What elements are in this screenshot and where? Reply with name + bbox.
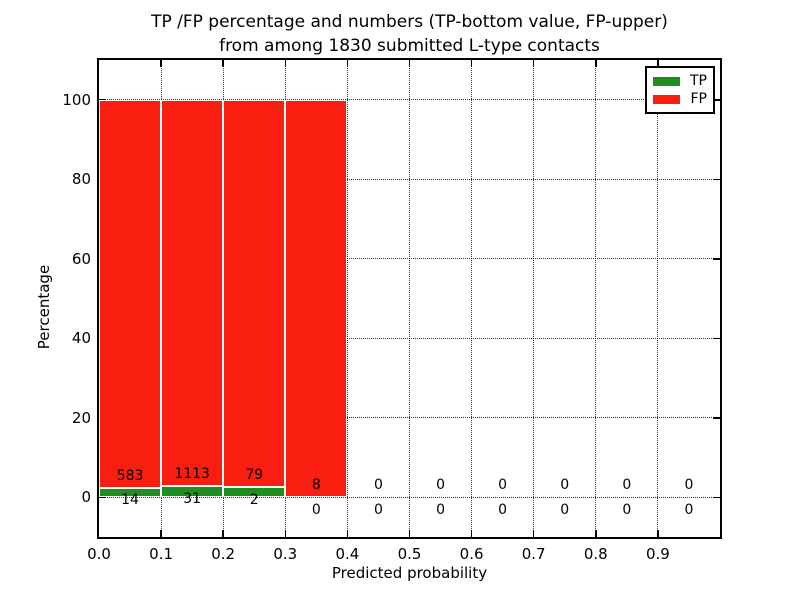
tp-count-label: 0 xyxy=(311,501,321,518)
tp-count-label: 0 xyxy=(373,501,383,518)
legend-label-tp: TP xyxy=(690,73,707,89)
x-tick-mark-top xyxy=(470,60,473,67)
tp-count-label: 14 xyxy=(121,492,139,509)
gridline-horizontal xyxy=(99,496,720,499)
y-tick-label: 0 xyxy=(81,488,91,507)
tp-bar xyxy=(223,487,286,498)
gridline-horizontal xyxy=(99,99,720,101)
x-tick-mark-bottom xyxy=(532,530,535,537)
fp-count-label: 8 xyxy=(311,476,321,493)
tp-bar xyxy=(161,486,224,498)
y-tick-label: 100 xyxy=(62,90,91,109)
x-tick-label: 0.8 xyxy=(583,545,608,563)
x-tick-label: 0.3 xyxy=(273,545,298,563)
x-tick-label: 0.9 xyxy=(645,545,670,563)
gridline-vertical xyxy=(346,60,349,537)
tp-count-label: 0 xyxy=(622,501,632,518)
x-tick-mark-top xyxy=(532,60,535,67)
x-tick-mark-bottom xyxy=(408,530,411,537)
tp-count-label: 0 xyxy=(560,501,570,518)
x-tick-mark-bottom xyxy=(160,530,162,537)
x-axis-label: Predicted probability xyxy=(331,564,488,582)
gridline-vertical xyxy=(657,60,659,537)
x-tick-mark-bottom xyxy=(657,530,659,537)
y-tick-mark-right xyxy=(713,417,720,419)
x-tick-label: 0.5 xyxy=(397,545,422,563)
legend-label-fp: FP xyxy=(690,91,708,107)
x-tick-mark-top xyxy=(657,60,659,67)
gridline-horizontal xyxy=(99,258,720,260)
x-tick-label: 0.6 xyxy=(459,545,484,563)
tp-swatch-icon xyxy=(653,76,680,86)
fp-bar xyxy=(99,99,162,488)
x-tick-mark-top xyxy=(595,60,597,67)
fp-count-label: 0 xyxy=(373,476,383,493)
x-tick-mark-top xyxy=(346,60,349,67)
x-tick-label: 0.0 xyxy=(87,545,111,563)
y-tick-label: 60 xyxy=(71,249,91,268)
tp-count-label: 0 xyxy=(436,501,445,518)
plot-area: 583 14 1113 31 79 2 8 0 0 0 0 0 0 0 0 0 0 0 0 0 0.0 0.1 0.2 0.3… xyxy=(62,58,722,563)
y-tick-mark-right xyxy=(713,178,720,180)
x-tick-label: 0.2 xyxy=(211,545,236,563)
y-tick-label: 20 xyxy=(71,408,91,427)
x-tick-mark-top xyxy=(408,60,411,67)
x-tick-mark-top xyxy=(222,60,224,67)
gridline-vertical xyxy=(533,60,535,537)
chart-title-line2: from among 1830 submitted L-type contact… xyxy=(219,36,600,56)
x-tick-label: 0.1 xyxy=(149,545,174,563)
fp-bar xyxy=(161,99,224,487)
fp-count-label: 0 xyxy=(622,476,632,493)
x-tick-mark-bottom xyxy=(595,530,597,537)
gridline-horizontal xyxy=(99,337,720,340)
fp-bar xyxy=(223,99,286,488)
fp-count-label: 1113 xyxy=(174,466,210,483)
tp-count-label: 0 xyxy=(684,501,694,518)
fp-bar xyxy=(285,99,348,498)
x-tick-mark-bottom xyxy=(284,530,287,537)
x-tick-mark-bottom xyxy=(470,530,473,537)
fp-count-label: 79 xyxy=(245,467,264,484)
gridline-vertical xyxy=(595,60,597,537)
x-tick-mark-bottom xyxy=(346,530,349,537)
y-tick-mark-right xyxy=(713,99,720,101)
fp-swatch-icon xyxy=(653,94,680,104)
gridline-vertical xyxy=(471,60,473,537)
tp-bar xyxy=(99,487,162,498)
y-tick-mark-right xyxy=(713,496,720,498)
y-tick-label: 80 xyxy=(71,170,91,189)
y-tick-mark-right xyxy=(713,337,720,339)
y-axis-label: Percentage xyxy=(35,264,53,350)
legend-item-tp: TP xyxy=(653,74,707,88)
gridline-horizontal xyxy=(99,417,720,419)
tp-count-label: 0 xyxy=(498,501,508,518)
fp-count-label: 0 xyxy=(498,476,508,493)
gridline-vertical xyxy=(409,60,411,537)
x-tick-mark-top xyxy=(284,60,287,67)
legend-item-fp: FP xyxy=(653,92,707,106)
fp-count-label: 0 xyxy=(684,476,694,493)
tp-count-label: 31 xyxy=(183,490,202,507)
y-tick-label: 40 xyxy=(71,329,91,348)
x-tick-label: 0.7 xyxy=(521,545,546,563)
fp-count-label: 0 xyxy=(560,476,570,493)
tp-count-label: 2 xyxy=(249,491,259,508)
gridline-horizontal xyxy=(99,178,720,181)
legend: TP FP xyxy=(645,66,715,114)
x-tick-mark-bottom xyxy=(222,530,224,537)
y-tick-mark-right xyxy=(713,258,720,260)
y-tick-mark-left xyxy=(99,496,106,498)
fp-count-label: 0 xyxy=(436,476,445,493)
chart-title-line1: TP /FP percentage and numbers (TP-bottom… xyxy=(151,12,668,32)
x-tick-label: 0.4 xyxy=(335,545,360,563)
x-tick-mark-top xyxy=(160,60,162,67)
fp-count-label: 583 xyxy=(116,467,144,484)
chart-title: TP /FP percentage and numbers (TP-bottom… xyxy=(19,10,800,58)
